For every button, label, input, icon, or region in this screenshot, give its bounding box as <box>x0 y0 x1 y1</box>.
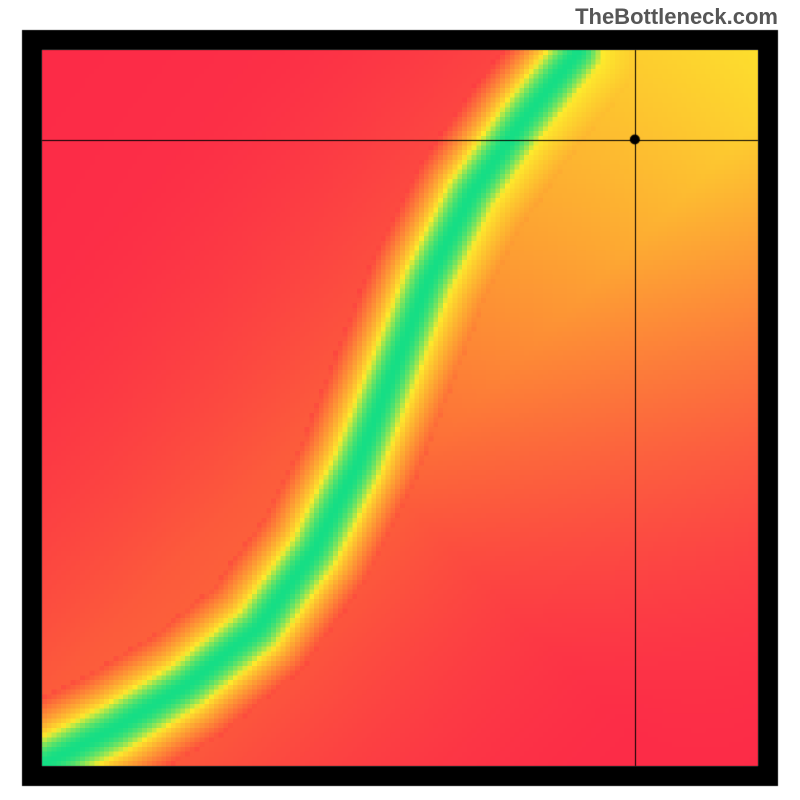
chart-container: TheBottleneck.com <box>0 0 800 800</box>
crosshair-canvas <box>0 0 800 800</box>
watermark-text: TheBottleneck.com <box>575 4 778 30</box>
